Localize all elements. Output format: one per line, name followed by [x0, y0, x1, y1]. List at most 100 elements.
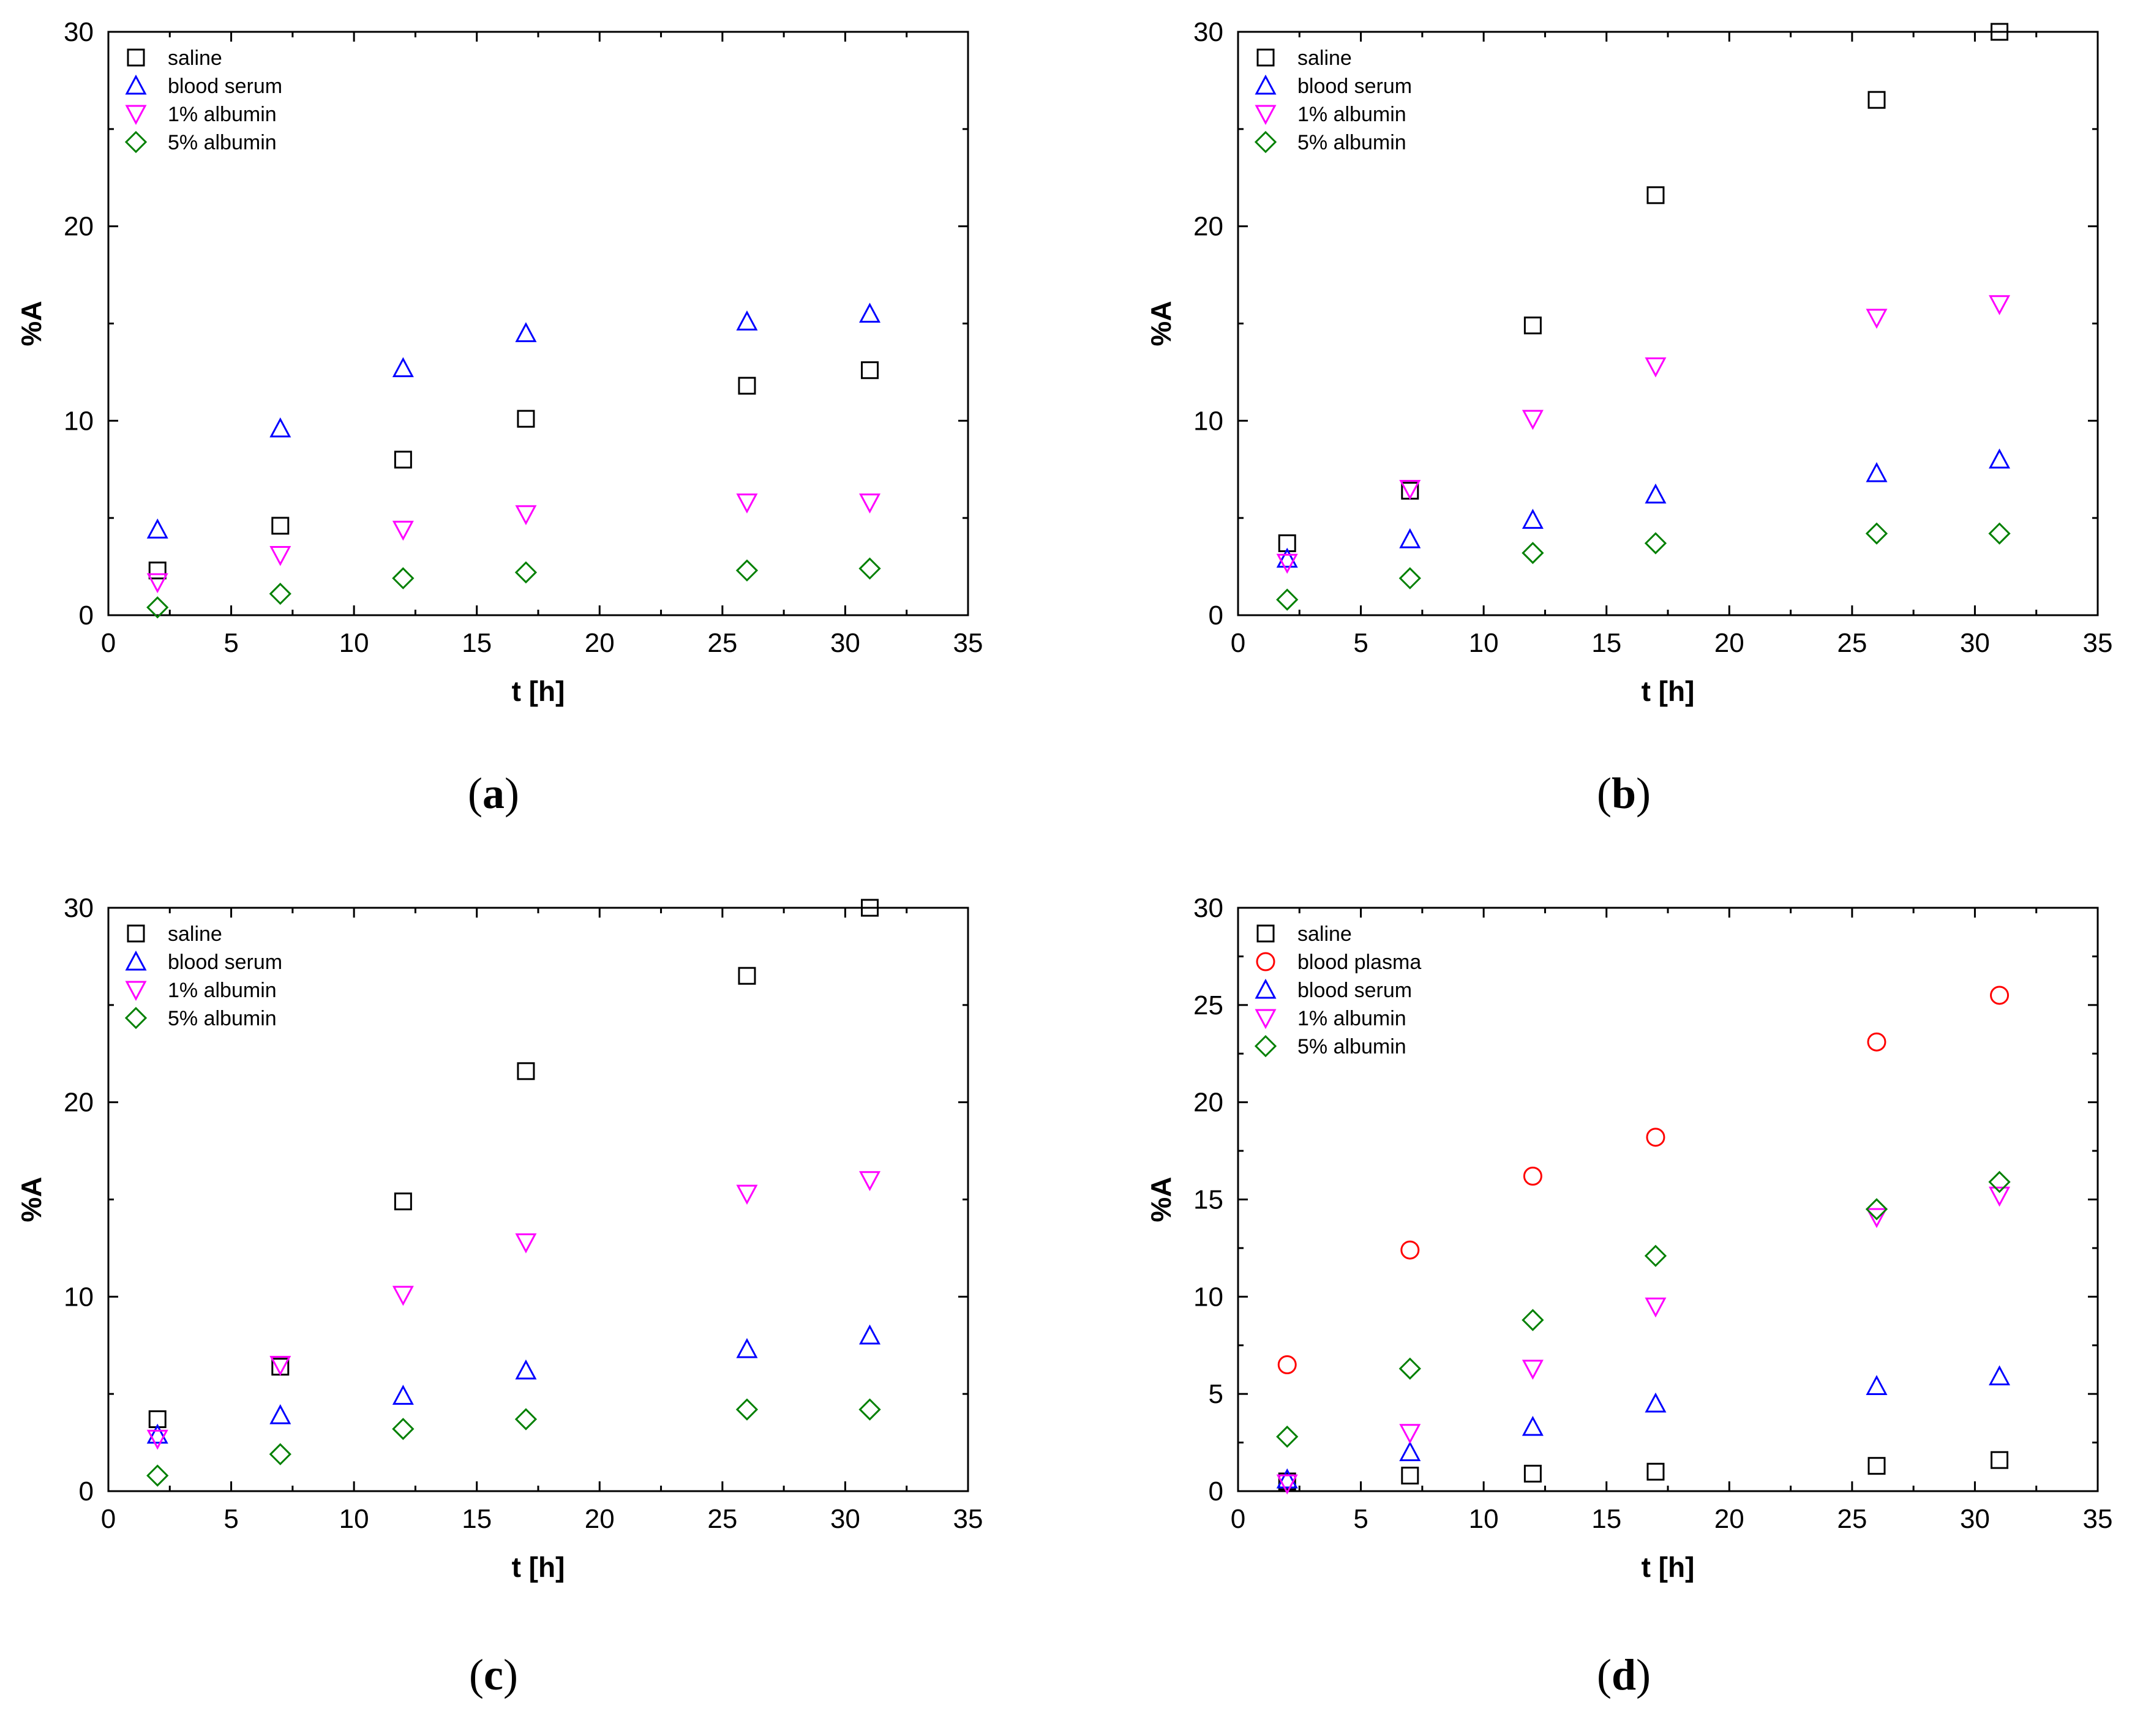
- data-point: [146, 1429, 168, 1450]
- data-point: [1989, 1186, 2011, 1207]
- data-point: [146, 596, 169, 619]
- x-axis-title: t [h]: [512, 675, 565, 707]
- data-point: [1398, 567, 1421, 589]
- legend-marker: [125, 981, 147, 1001]
- x-tick-label: 0: [101, 1504, 116, 1534]
- y-axis-title: %A: [1145, 301, 1177, 346]
- x-tick-label: 15: [462, 628, 492, 658]
- y-tick-label: 15: [1193, 1185, 1223, 1215]
- y-tick-label: 0: [1209, 600, 1223, 630]
- x-tick-label: 5: [223, 1504, 238, 1534]
- legend-label: saline: [168, 922, 222, 946]
- data-point: [1866, 1375, 1888, 1395]
- data-point: [146, 518, 168, 539]
- y-tick-label: 10: [64, 1282, 94, 1312]
- legend-label: 1% albumin: [168, 979, 277, 1002]
- series-blood-serum: [1276, 448, 2011, 568]
- x-tick-label: 0: [1231, 1504, 1245, 1534]
- x-tick-label: 0: [101, 628, 116, 658]
- y-axis-title: %A: [15, 301, 47, 346]
- data-point: [1988, 522, 2011, 545]
- y-tick-label: 30: [64, 17, 94, 47]
- data-point: [394, 451, 412, 469]
- data-point: [1867, 1032, 1886, 1052]
- data-point: [392, 357, 414, 378]
- data-point: [1989, 1365, 2011, 1386]
- data-point: [517, 1062, 535, 1080]
- x-tick-label: 35: [2083, 628, 2113, 658]
- x-axis-title: t [h]: [512, 1551, 565, 1583]
- series-5-albumin: [146, 1398, 881, 1487]
- data-point: [1400, 1240, 1420, 1260]
- legend: saline blood serum 1% albumin 5% albumin: [1254, 47, 1412, 154]
- data-point: [1522, 410, 1544, 430]
- x-tick-label: 15: [1591, 1504, 1621, 1534]
- panel-caption: (b): [1597, 769, 1651, 818]
- data-point: [735, 559, 759, 582]
- data-point: [1988, 1170, 2011, 1194]
- data-point: [1399, 1424, 1421, 1444]
- legend-marker: [125, 950, 147, 971]
- data-point: [1990, 986, 2010, 1005]
- data-point: [1399, 480, 1421, 500]
- data-point: [1866, 462, 1888, 482]
- legend-marker: [124, 130, 148, 154]
- legend-label: saline: [1297, 47, 1352, 70]
- series-blood-serum: [1276, 1365, 2011, 1489]
- y-tick-label: 30: [1193, 893, 1223, 923]
- x-tick-label: 10: [1469, 628, 1499, 658]
- legend-label: 5% albumin: [1297, 131, 1406, 154]
- data-point: [514, 1408, 538, 1431]
- legend: saline blood plasma blood serum 1% albumin 5…: [1254, 922, 1421, 1058]
- data-point: [1276, 588, 1299, 611]
- legend-label: 1% albumin: [168, 103, 277, 126]
- data-point: [394, 1192, 412, 1211]
- data-point: [1522, 509, 1544, 529]
- series-blood-plasma: [1277, 986, 2010, 1375]
- data-point: [1522, 542, 1544, 564]
- panel-caption: (c): [469, 1650, 518, 1699]
- x-tick-label: 25: [1837, 628, 1867, 658]
- data-point: [269, 1404, 291, 1424]
- data-point: [269, 582, 291, 605]
- data-point: [1989, 295, 2011, 315]
- legend-marker: [124, 1006, 148, 1030]
- data-point: [1276, 1425, 1299, 1448]
- chart-panel-d: 0 5 10 15 20 25 30 35 0 5 10 15 20 25 30 t [h] %A saline b…: [1145, 893, 2112, 1583]
- y-tick-label: 0: [79, 1476, 94, 1506]
- legend: saline blood serum 1% albumin 5% albumin: [124, 922, 282, 1030]
- data-point: [1645, 1392, 1667, 1413]
- data-point: [1278, 1472, 1296, 1491]
- legend: saline blood serum 1% albumin 5% albumin: [124, 47, 282, 154]
- series-saline: [1278, 1451, 2009, 1491]
- data-point: [148, 561, 167, 580]
- legend-marker: [1255, 1009, 1277, 1030]
- legend-label: saline: [168, 47, 222, 70]
- legend-marker: [127, 924, 145, 943]
- data-point: [738, 376, 756, 395]
- legend-label: 5% albumin: [1297, 1035, 1406, 1058]
- data-point: [736, 1184, 758, 1205]
- x-tick-label: 30: [1960, 1504, 1990, 1534]
- data-point: [392, 1385, 414, 1405]
- legend-marker: [1255, 105, 1277, 125]
- data-point: [392, 567, 415, 589]
- legend-label: 1% albumin: [1297, 103, 1406, 126]
- y-tick-label: 10: [1193, 406, 1223, 436]
- data-point: [269, 1443, 291, 1465]
- data-point: [736, 1338, 758, 1358]
- data-point: [1401, 1467, 1419, 1485]
- legend-label: saline: [1297, 922, 1352, 946]
- legend-label: 5% albumin: [168, 1007, 277, 1030]
- data-point: [515, 322, 537, 342]
- data-point: [1866, 309, 1888, 329]
- legend-label: 5% albumin: [168, 131, 277, 154]
- series-1-albumin: [146, 1171, 881, 1450]
- data-point: [1276, 1474, 1298, 1495]
- y-tick-label: 20: [64, 212, 94, 242]
- y-tick-label: 10: [1193, 1282, 1223, 1312]
- data-point: [1645, 357, 1667, 378]
- y-tick-label: 25: [1193, 990, 1223, 1020]
- data-point: [517, 410, 535, 428]
- series-saline: [148, 361, 879, 580]
